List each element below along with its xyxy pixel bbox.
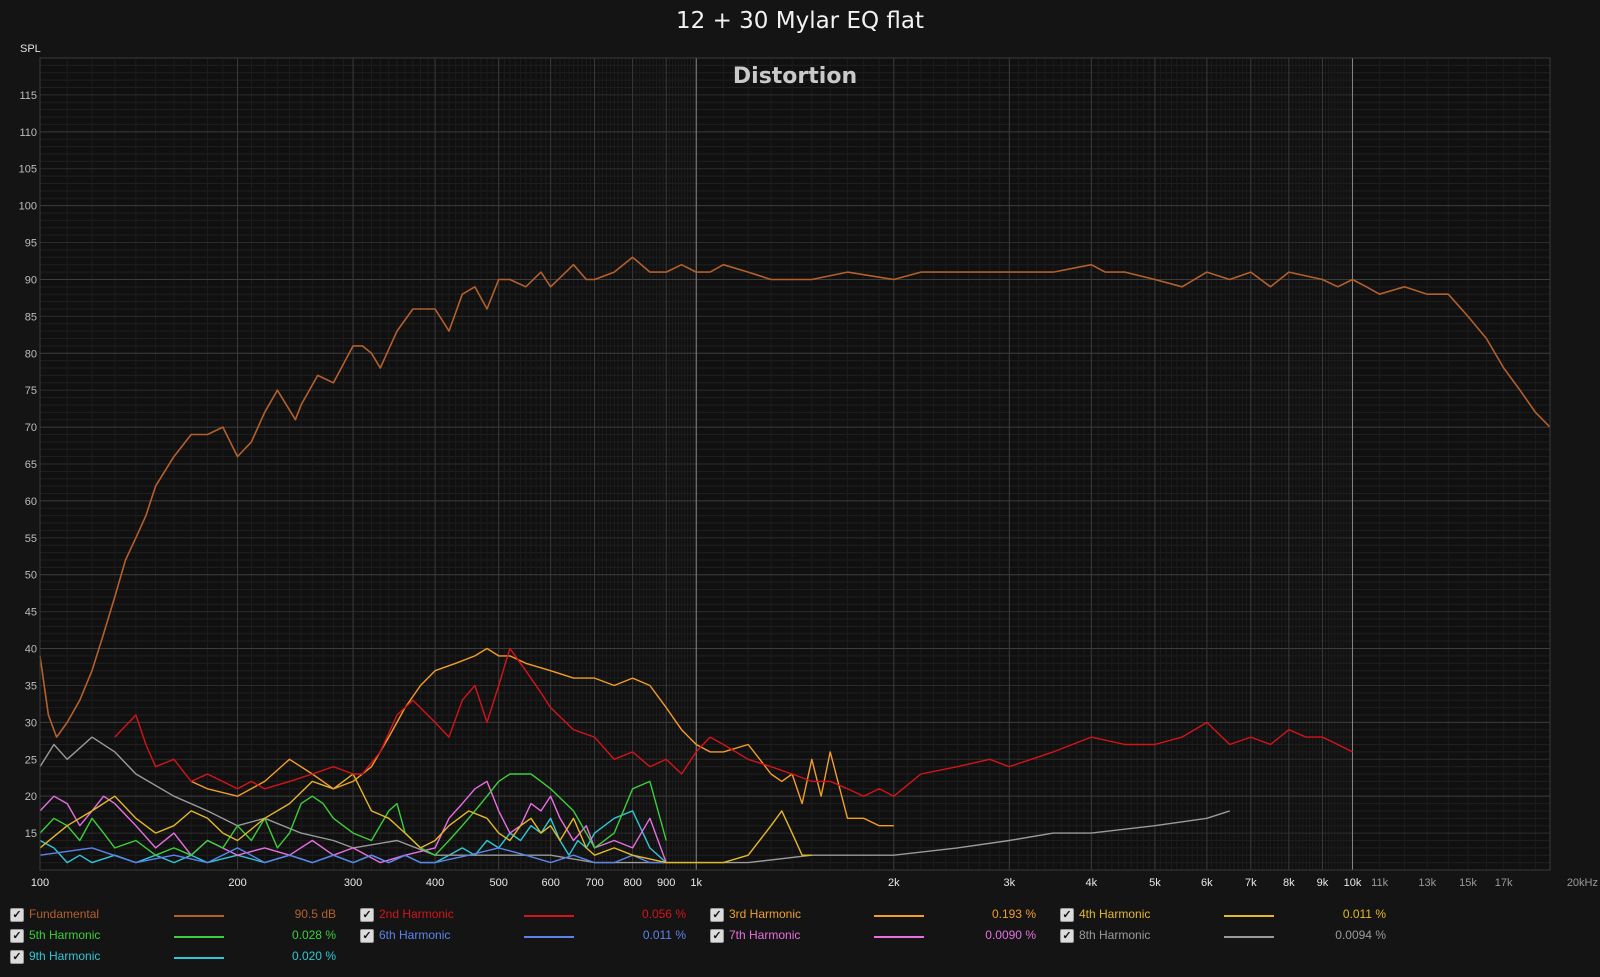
legend-label: 5th Harmonic xyxy=(29,928,101,942)
y-tick-label: 15 xyxy=(25,828,37,840)
x-tick-label: 400 xyxy=(426,877,444,889)
legend-value: 0.056 % xyxy=(641,907,686,921)
x-tick-labels: 100 200 300 400 500 600 700 800 900 1k 2k 3k 4k 5k 6k 7… xyxy=(31,877,1598,889)
x-tick-label: 1k xyxy=(690,877,702,889)
legend-checkbox-7th-harmonic[interactable]: ✓ xyxy=(710,929,724,943)
x-tick-label: 600 xyxy=(541,877,559,889)
legend-value: 0.020 % xyxy=(291,949,336,963)
x-tick-label: 13k xyxy=(1418,877,1436,889)
x-tick-label: 300 xyxy=(344,877,362,889)
x-tick-label: 11k xyxy=(1371,877,1388,889)
y-tick-label: 60 xyxy=(25,496,37,508)
legend: ✓ Fundamental 90.5 dB ✓ 2nd Harmonic 0.056 % ✓… xyxy=(0,907,1600,977)
y-tick-label: 25 xyxy=(25,754,37,766)
series-line-4th-harmonic xyxy=(39,773,812,864)
x-tick-label: 100 xyxy=(31,877,49,889)
legend-checkbox-9th-harmonic[interactable]: ✓ xyxy=(10,950,24,964)
y-tick-label: 115 xyxy=(19,90,37,102)
legend-label: 8th Harmonic xyxy=(1079,928,1151,942)
chart-subtitle: Distortion xyxy=(733,64,857,89)
legend-label: 4th Harmonic xyxy=(1079,907,1151,921)
legend-label: 2nd Harmonic xyxy=(379,907,454,921)
x-tick-label: 800 xyxy=(623,877,641,889)
legend-label: 6th Harmonic xyxy=(379,928,451,942)
x-tick-label: 900 xyxy=(657,877,675,889)
x-tick-label: 10k xyxy=(1344,877,1362,889)
x-tick-label: 6k xyxy=(1201,877,1213,889)
legend-value: 0.028 % xyxy=(291,928,336,942)
x-tick-label: 700 xyxy=(585,877,603,889)
legend-swatch xyxy=(174,957,224,959)
x-tick-label: 8k xyxy=(1283,877,1295,889)
y-tick-label: 80 xyxy=(25,348,37,360)
y-tick-label: 85 xyxy=(25,311,37,323)
legend-label: 3rd Harmonic xyxy=(729,907,802,921)
plot-border xyxy=(39,57,1551,871)
x-tick-label: 9k xyxy=(1317,877,1329,889)
legend-checkbox-4th-harmonic[interactable]: ✓ xyxy=(1060,908,1074,922)
y-tick-label: 55 xyxy=(25,533,37,545)
series-line-fundamental xyxy=(39,256,1551,738)
legend-label: Fundamental xyxy=(29,907,100,921)
series-line-2nd-harmonic xyxy=(114,647,1353,797)
y-tick-label: 50 xyxy=(25,570,37,582)
y-tick-labels: 15 20 25 30 35 40 45 50 55 60 65 70 75 80 85 90 95 100 105… xyxy=(19,90,37,840)
legend-value: 90.5 dB xyxy=(294,907,336,921)
legend-swatch xyxy=(1224,915,1274,917)
legend-value: 0.011 % xyxy=(642,928,686,942)
y-tick-label: 70 xyxy=(25,422,37,434)
legend-swatch xyxy=(174,936,224,938)
legend-checkbox-6th-harmonic[interactable]: ✓ xyxy=(360,929,374,943)
distortion-chart: 15 20 25 30 35 40 45 50 55 60 65 70 75 80 85 90 95 100 105… xyxy=(19,57,1598,889)
y-tick-label: 105 xyxy=(19,164,37,176)
y-tick-label: 40 xyxy=(25,644,37,656)
x-tick-label: 20kHz xyxy=(1567,877,1598,889)
legend-swatch xyxy=(874,915,924,917)
x-tick-label: 4k xyxy=(1086,877,1098,889)
x-tick-label: 17k xyxy=(1495,877,1513,889)
legend-swatch xyxy=(874,936,924,938)
y-tick-label: 110 xyxy=(19,127,37,139)
series-line-6th-harmonic xyxy=(39,847,667,864)
chart-title: 12 + 30 Mylar EQ flat xyxy=(676,8,924,34)
legend-value: 0.0094 % xyxy=(1335,928,1386,942)
legend-label: 7th Harmonic xyxy=(729,928,801,942)
x-tick-label: 5k xyxy=(1149,877,1161,889)
y-tick-label: 95 xyxy=(25,238,37,250)
legend-checkbox-5th-harmonic[interactable]: ✓ xyxy=(10,929,24,943)
y-tick-label: 75 xyxy=(25,385,37,397)
x-tick-label: 500 xyxy=(490,877,508,889)
legend-checkbox-fundamental[interactable]: ✓ xyxy=(10,908,24,922)
legend-value: 0.193 % xyxy=(991,907,1036,921)
grid-major xyxy=(39,58,1550,870)
x-tick-label: 2k xyxy=(888,877,900,889)
legend-value: 0.011 % xyxy=(1342,907,1386,921)
y-tick-label: 30 xyxy=(25,717,37,729)
legend-swatch xyxy=(1224,936,1274,938)
y-tick-label: 90 xyxy=(25,274,37,286)
x-tick-label: 7k xyxy=(1245,877,1257,889)
legend-swatch xyxy=(174,915,224,917)
x-tick-label: 200 xyxy=(228,877,246,889)
legend-checkbox-3rd-harmonic[interactable]: ✓ xyxy=(710,908,724,922)
legend-swatch xyxy=(524,915,574,917)
y-tick-label: 45 xyxy=(25,607,37,619)
legend-swatch xyxy=(524,936,574,938)
y-tick-label: 100 xyxy=(19,201,37,213)
series-line-5th-harmonic xyxy=(39,773,667,856)
legend-value: 0.0090 % xyxy=(985,928,1036,942)
y-axis-label: SPL xyxy=(20,43,41,55)
x-tick-label: 15k xyxy=(1459,877,1477,889)
series-lines xyxy=(39,256,1551,864)
legend-checkbox-8th-harmonic[interactable]: ✓ xyxy=(1060,929,1074,943)
y-tick-label: 20 xyxy=(25,791,37,803)
y-tick-label: 35 xyxy=(25,680,37,692)
legend-checkbox-2nd-harmonic[interactable]: ✓ xyxy=(360,908,374,922)
legend-label: 9th Harmonic xyxy=(29,949,101,963)
x-tick-label: 3k xyxy=(1004,877,1016,889)
y-tick-label: 65 xyxy=(25,459,37,471)
series-line-3rd-harmonic xyxy=(190,647,894,827)
